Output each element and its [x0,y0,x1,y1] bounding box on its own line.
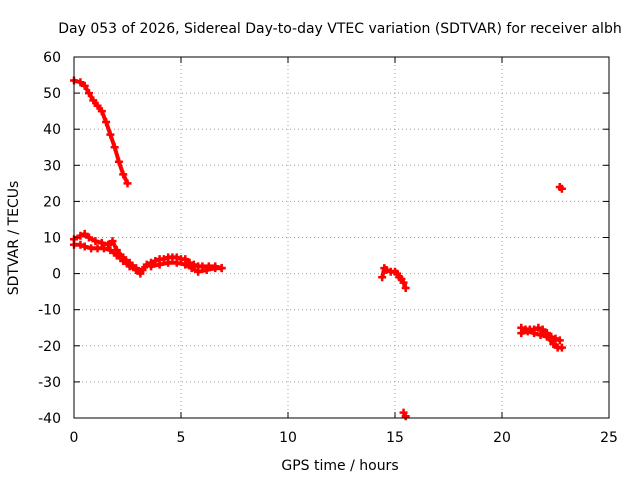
y-axis-title: SDTVAR / TECUs [6,181,22,296]
series-cluster-14h [378,264,410,293]
x-tick-label: 5 [177,430,186,446]
grid-lines [74,57,609,418]
series-track [140,255,224,272]
series-track [72,242,143,276]
series-isolated-15h [399,408,410,421]
y-tick-label: -30 [38,375,61,391]
x-tick-label: 15 [386,430,404,446]
chart-title: Day 053 of 2026, Sidereal Day-to-day VTE… [58,21,621,37]
y-tick-label: 40 [43,122,61,138]
y-tick-label: -10 [38,303,61,319]
data-point [401,412,410,421]
x-axis-title: GPS time / hours [281,458,398,474]
series-track [149,260,224,274]
y-tick-label: 0 [52,267,61,283]
series-isolated-22h [555,182,566,193]
x-tick-label: 20 [493,430,511,446]
x-tick-label: 0 [70,430,79,446]
x-tick-label: 25 [600,430,618,446]
y-tick-label: 10 [43,231,61,247]
y-tick-label: 60 [43,50,61,66]
series-track [519,329,564,350]
y-tick-label: -20 [38,339,61,355]
data-points [70,76,566,421]
y-tick-label: 20 [43,194,61,210]
x-tick-label: 10 [279,430,297,446]
series-track [72,78,130,186]
series-falling-track [70,76,132,188]
y-tick-label: 30 [43,158,61,174]
series-mid-hump-lower [147,258,226,276]
y-tick-label: 50 [43,86,61,102]
series-cluster-21h-lower [517,327,566,352]
axis-ticks: 0 5 10 15 20 25 -40 -30 -20 -10 0 10 20 30 40 50 60 [38,50,618,446]
series-track [380,266,408,290]
data-point [557,184,566,193]
y-tick-label: -40 [38,411,61,427]
